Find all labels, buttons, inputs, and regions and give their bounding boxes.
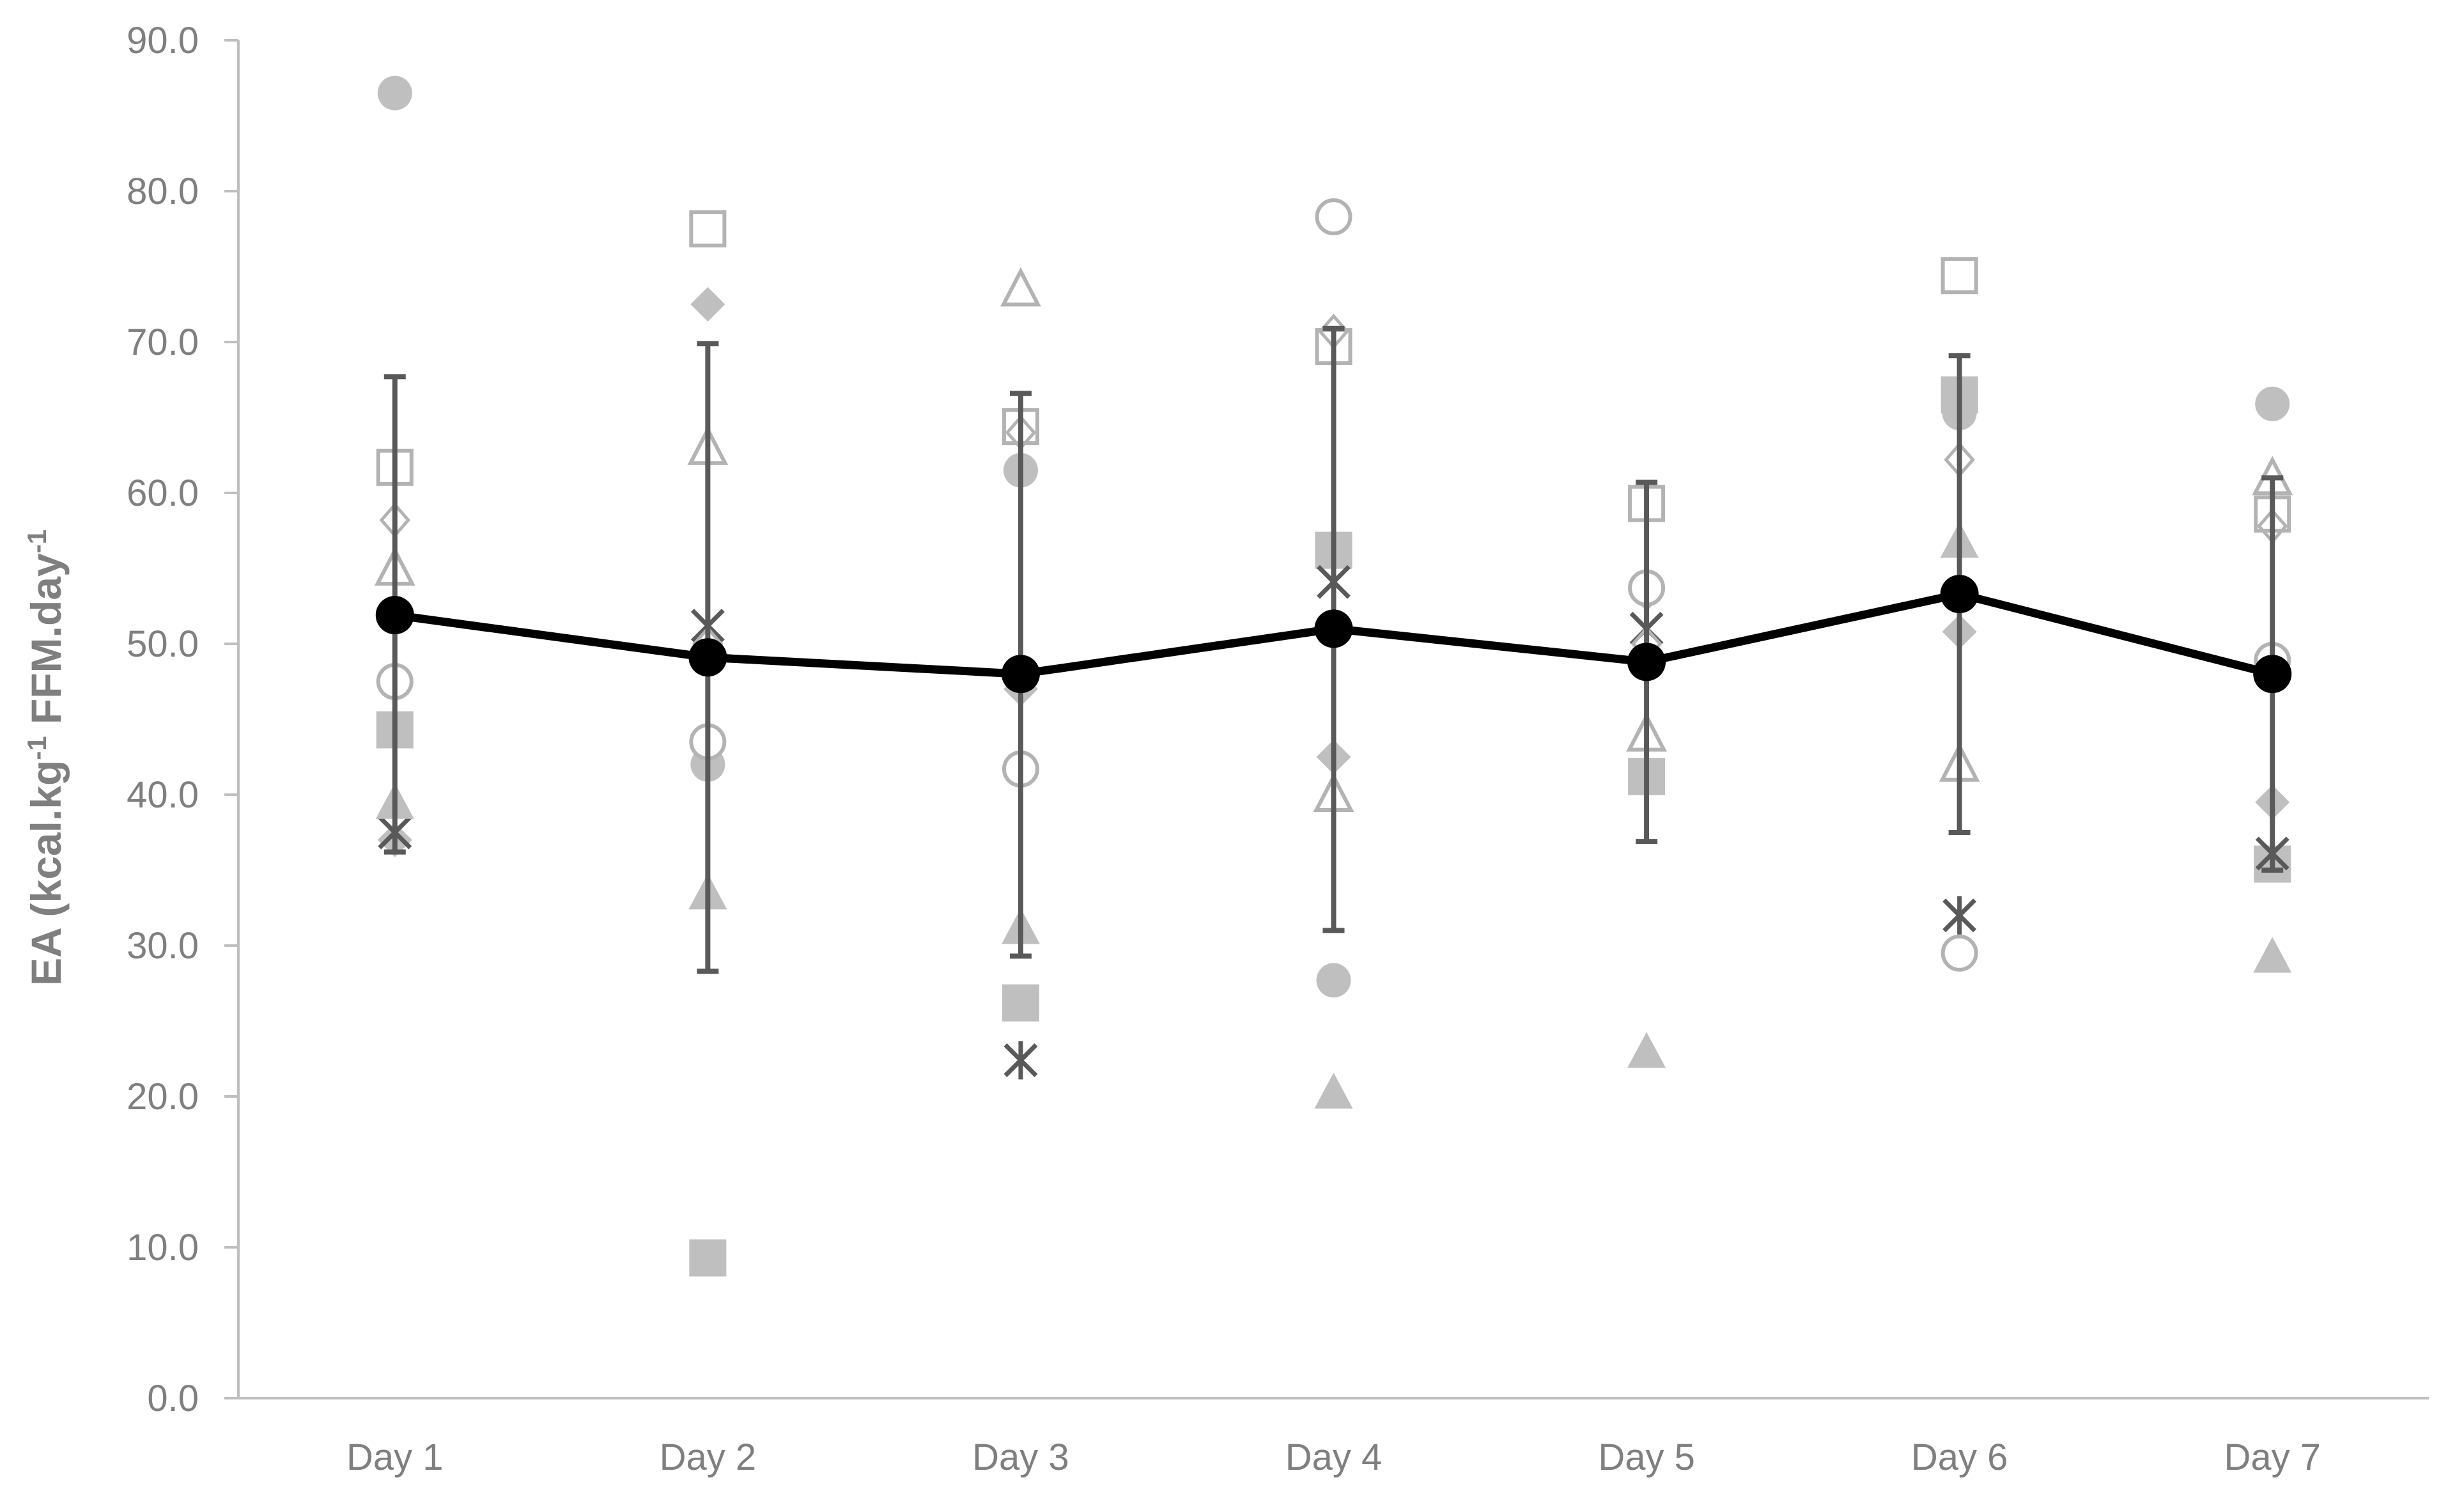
y-tick-label: 50.0 <box>127 623 199 665</box>
y-axis-title-sup1: -1 <box>22 736 52 760</box>
y-tick-label: 70.0 <box>127 322 199 363</box>
y-axis-title-group: EA (kcal.kg-1 FFM.day-1 <box>22 529 70 986</box>
data-point-asterisk <box>1003 1041 1038 1080</box>
x-tick-label: Day 5 <box>1598 1437 1695 1478</box>
data-point-triangle-filled <box>1314 1072 1353 1109</box>
data-point-triangle-filled <box>2253 937 2292 973</box>
data-point-triangle-filled <box>1627 1032 1666 1068</box>
x-tick-label: Day 2 <box>660 1437 757 1478</box>
axes: 0.0 10.0 20.0 30.0 40.0 50.0 60.0 70.0 80.0 90.0 D… <box>127 20 2429 1478</box>
data-point-circle-filled <box>1316 963 1351 998</box>
y-tick-label: 20.0 <box>127 1076 199 1118</box>
mean-point <box>2253 655 2292 694</box>
y-axis-title-sup2: -1 <box>22 529 52 553</box>
mean-point <box>1314 609 1353 648</box>
x-tick-label: Day 3 <box>972 1437 1069 1478</box>
data-point-circle-filled <box>377 75 412 111</box>
y-tick-label: 40.0 <box>127 774 199 816</box>
data-point-triangle-open <box>1000 267 1041 307</box>
data-point-circle-open <box>1315 198 1352 236</box>
mean-point <box>375 596 414 635</box>
data-point-circle-filled <box>2255 386 2290 421</box>
y-tick-label: 90.0 <box>127 20 199 61</box>
y-axis-title-middle: FFM.day <box>22 553 70 736</box>
y-axis-title-prefix: EA (kcal.kg <box>22 760 70 986</box>
data-point-square-filled <box>689 1239 727 1277</box>
y-tick-label: 30.0 <box>127 925 199 967</box>
x-tick-label: Day 1 <box>346 1437 444 1478</box>
y-tick-label: 80.0 <box>127 171 199 212</box>
mean-series <box>375 575 2292 694</box>
mean-point <box>688 638 727 677</box>
y-tick-label: 10.0 <box>127 1227 199 1268</box>
data-point-square-filled <box>1002 984 1039 1022</box>
mean-point <box>1627 643 1666 682</box>
data-point-square-open <box>1941 257 1978 295</box>
data-point-asterisk <box>1942 896 1977 935</box>
data-point-diamond-filled <box>690 287 725 322</box>
mean-point <box>1001 655 1040 694</box>
x-tick-label: Day 6 <box>1911 1437 2008 1478</box>
mean-point <box>1940 575 1979 614</box>
y-axis-title: EA (kcal.kg-1 FFM.day-1 <box>22 529 70 986</box>
x-tick-label: Day 4 <box>1285 1437 1383 1478</box>
data-point-square-open <box>689 210 727 247</box>
x-tick-label: Day 7 <box>2224 1437 2321 1478</box>
data-point-circle-open <box>1941 934 1978 972</box>
y-tick-label: 0.0 <box>147 1378 199 1419</box>
y-tick-label: 60.0 <box>127 472 199 514</box>
